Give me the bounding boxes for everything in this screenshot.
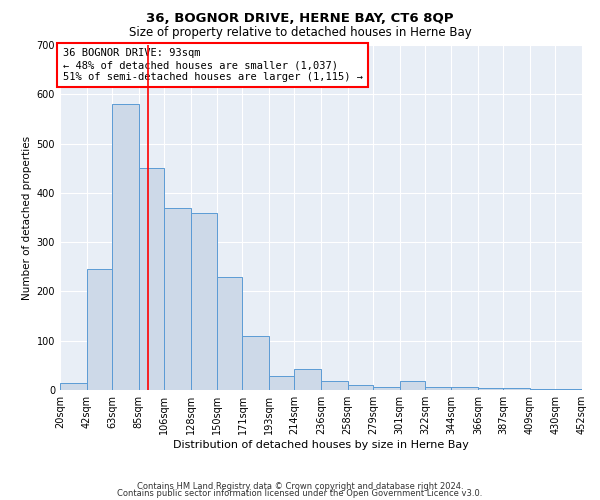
- Text: 36, BOGNOR DRIVE, HERNE BAY, CT6 8QP: 36, BOGNOR DRIVE, HERNE BAY, CT6 8QP: [146, 12, 454, 26]
- Text: 36 BOGNOR DRIVE: 93sqm
← 48% of detached houses are smaller (1,037)
51% of semi-: 36 BOGNOR DRIVE: 93sqm ← 48% of detached…: [62, 48, 362, 82]
- Bar: [60, 382, 86, 390]
- Bar: [191, 212, 217, 390]
- Bar: [451, 387, 478, 390]
- Bar: [112, 104, 139, 390]
- Bar: [347, 385, 373, 390]
- Bar: [139, 168, 164, 390]
- Bar: [86, 269, 112, 390]
- X-axis label: Distribution of detached houses by size in Herne Bay: Distribution of detached houses by size …: [173, 440, 469, 450]
- Bar: [242, 336, 269, 390]
- Bar: [478, 388, 503, 390]
- Bar: [295, 370, 321, 390]
- Bar: [503, 388, 530, 390]
- Bar: [425, 387, 451, 390]
- Bar: [400, 381, 425, 390]
- Bar: [530, 389, 556, 390]
- Bar: [164, 208, 191, 390]
- Bar: [556, 389, 582, 390]
- Bar: [321, 381, 347, 390]
- Text: Contains HM Land Registry data © Crown copyright and database right 2024.: Contains HM Land Registry data © Crown c…: [137, 482, 463, 491]
- Text: Contains public sector information licensed under the Open Government Licence v3: Contains public sector information licen…: [118, 489, 482, 498]
- Bar: [217, 276, 242, 390]
- Bar: [269, 376, 295, 390]
- Text: Size of property relative to detached houses in Herne Bay: Size of property relative to detached ho…: [128, 26, 472, 39]
- Bar: [373, 387, 400, 390]
- Y-axis label: Number of detached properties: Number of detached properties: [22, 136, 32, 300]
